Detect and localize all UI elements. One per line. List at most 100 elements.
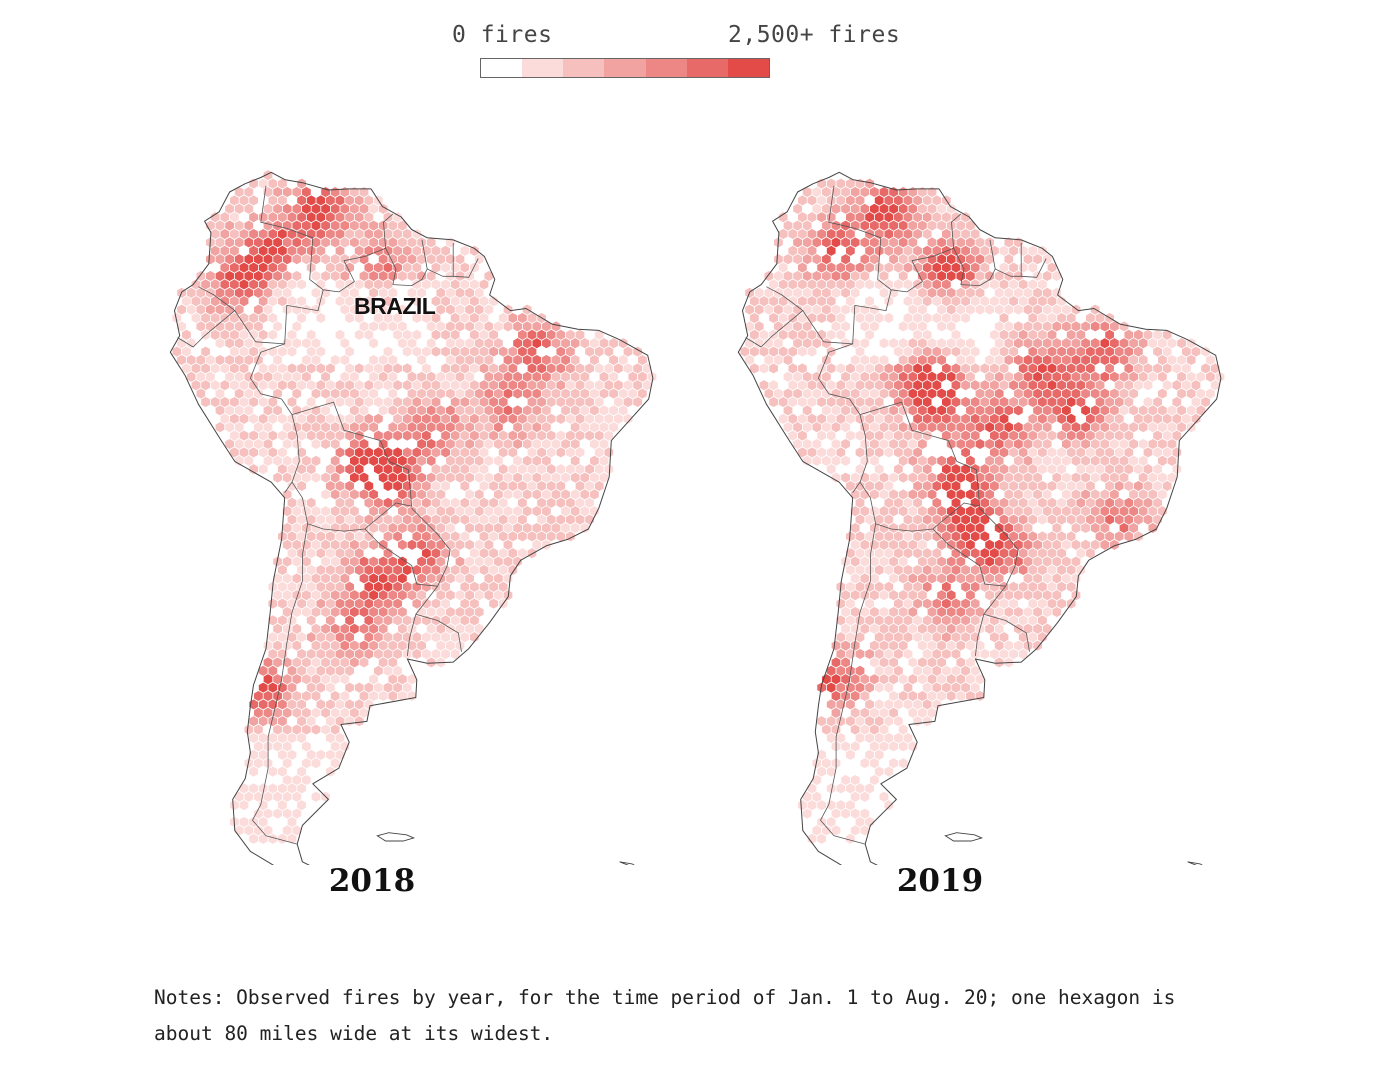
fire-hexagon: [339, 572, 350, 585]
color-legend: 0 fires 2,500+ fires: [440, 18, 920, 88]
fire-hexagon: [994, 623, 1005, 635]
fire-hexagon: [1138, 354, 1149, 366]
fire-hexagon: [1190, 379, 1202, 391]
fire-hexagon: [869, 757, 880, 769]
fire-hexagon: [445, 522, 456, 534]
fire-hexagon: [826, 816, 837, 828]
fire-hexagon: [426, 455, 437, 467]
fire-hexagon: [502, 320, 514, 333]
fire-hexagon: [263, 303, 273, 316]
fire-hexagon: [277, 194, 288, 207]
fire-hexagon: [922, 429, 933, 442]
fire-hexagon: [922, 329, 933, 341]
fire-hexagon: [979, 530, 990, 543]
fire-hexagon: [368, 673, 379, 685]
fire-hexagon: [402, 681, 413, 694]
fire-hexagon: [802, 219, 813, 232]
fire-hexagon: [359, 471, 369, 484]
fire-hexagon: [974, 522, 986, 534]
fire-hexagon: [1013, 404, 1024, 417]
fire-hexagon: [378, 203, 389, 215]
fire-hexagon: [378, 505, 389, 517]
fire-hexagon: [951, 480, 961, 492]
fire-hexagon: [912, 497, 923, 509]
fire-hexagon: [474, 623, 485, 635]
fire-hexagon: [397, 572, 408, 585]
fire-hexagon: [277, 799, 288, 811]
fire-hexagon: [498, 396, 509, 408]
legend-swatch-4: [645, 59, 687, 77]
fire-hexagon: [421, 429, 432, 442]
fire-hexagon: [296, 278, 307, 291]
country-border: [291, 481, 365, 532]
fire-hexagon: [186, 337, 197, 349]
fire-hexagon: [397, 606, 408, 618]
fire-hexagon: [383, 547, 393, 559]
fire-hexagon: [411, 648, 422, 660]
fire-hexagon: [1027, 261, 1038, 274]
fire-hexagon: [618, 354, 629, 366]
fire-hexagon: [349, 505, 360, 517]
fire-hexagon: [859, 337, 870, 349]
fire-hexagon: [922, 396, 933, 408]
fire-hexagon: [282, 740, 293, 753]
fire-hexagon: [1056, 463, 1067, 475]
fire-hexagon: [898, 471, 909, 484]
fire-hexagon: [579, 522, 590, 534]
fire-hexagon: [965, 656, 976, 669]
fire-hexagon: [344, 345, 355, 358]
fire-hexagon: [1157, 505, 1168, 517]
fire-hexagon: [927, 488, 937, 501]
fire-hexagon: [229, 799, 240, 811]
fire-hexagon: [974, 639, 986, 652]
fire-hexagon: [1099, 522, 1110, 534]
fire-hexagon: [984, 303, 995, 316]
fire-hexagon: [296, 446, 307, 459]
fire-hexagon: [296, 698, 307, 711]
fire-hexagon: [931, 497, 942, 509]
country-border: [1021, 258, 1047, 278]
fire-hexagon: [1051, 522, 1062, 534]
fire-hexagon: [826, 463, 837, 475]
fire-hexagon: [344, 715, 355, 727]
fire-hexagon: [383, 295, 393, 307]
fire-hexagon: [469, 597, 480, 610]
fire-hexagon: [984, 236, 995, 249]
fire-hexagon: [378, 539, 389, 551]
fire-hexagon: [267, 665, 278, 677]
fire-hexagon: [387, 371, 398, 383]
fire-hexagon: [994, 572, 1005, 585]
fire-hexagon: [387, 354, 398, 366]
fire-hexagon: [603, 345, 614, 358]
fire-hexagon: [1118, 320, 1130, 333]
fire-hexagon: [768, 362, 779, 375]
fire-hexagon: [335, 396, 345, 408]
fire-hexagon: [411, 463, 422, 475]
fire-hexagon: [344, 581, 355, 593]
country-border: [415, 585, 438, 615]
fire-hexagon: [392, 429, 403, 442]
fire-hexagon: [1200, 396, 1211, 408]
fire-hexagon: [248, 194, 259, 207]
fire-hexagon: [320, 438, 331, 450]
fire-hexagon: [898, 320, 909, 333]
fire-hexagon: [936, 656, 947, 669]
fire-hexagon: [1099, 539, 1110, 551]
fire-hexagon: [234, 455, 245, 467]
fire-hexagon: [826, 245, 837, 257]
fire-hexagon: [1142, 379, 1154, 391]
fire-hexagon: [464, 572, 475, 585]
fire-hexagon: [946, 320, 957, 333]
fire-hexagon: [315, 245, 326, 257]
fire-hexagon: [970, 681, 981, 694]
fire-hexagon: [859, 690, 870, 702]
island-outline: [619, 861, 635, 865]
fire-hexagon: [570, 354, 581, 366]
fire-hexagon: [272, 471, 283, 484]
fire-hexagon: [1104, 362, 1115, 375]
fire-hexagon: [387, 387, 398, 400]
fire-hexagon: [483, 354, 494, 366]
fire-hexagon: [598, 471, 610, 484]
fire-hexagon: [306, 614, 317, 627]
fire-hexagon: [464, 371, 475, 383]
